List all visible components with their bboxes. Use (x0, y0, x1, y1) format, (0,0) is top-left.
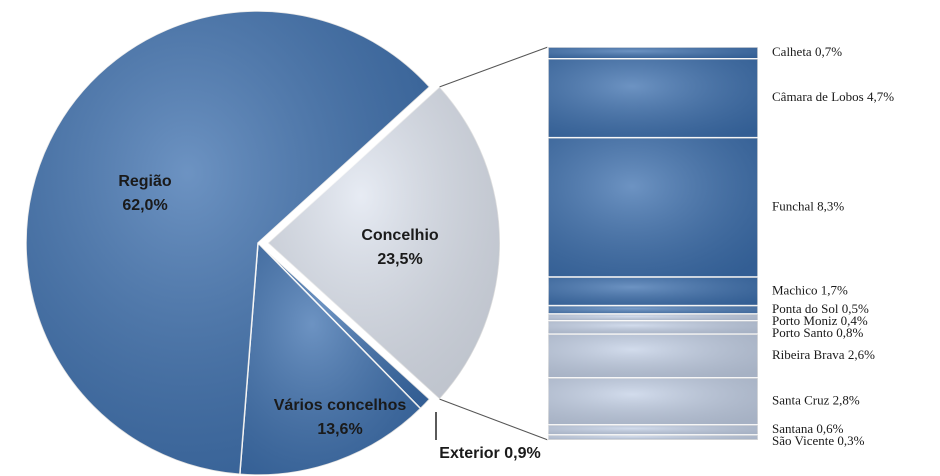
category-name: Calheta (772, 44, 812, 59)
value-label: 2,6% (848, 347, 875, 362)
value-label: 4,7% (867, 89, 894, 104)
bar-label: Ponta do Sol 0,5% (772, 301, 869, 316)
bar-segment (547, 46, 759, 60)
bar-label: São Vicente 0,3% (772, 433, 865, 448)
category-name: Santa Cruz (772, 392, 830, 407)
category-name: Vários concelhos (274, 397, 407, 414)
category-name: Ribeira Brava (772, 347, 845, 362)
bar-segment (547, 333, 759, 379)
value-label: 0,6% (816, 421, 843, 436)
bar-label: Calheta 0,7% (772, 44, 842, 59)
category-name: Porto Moniz (772, 313, 838, 328)
category-name: Ponta do Sol (772, 301, 839, 316)
category-name: Exterior (439, 445, 499, 462)
bar-segment (547, 136, 759, 278)
bar-segment (547, 58, 759, 139)
value-label: 0,4% (841, 313, 868, 328)
bar-label: Porto Moniz 0,4% (772, 313, 868, 328)
bar-segment (547, 320, 759, 335)
bar-segment (547, 313, 759, 322)
value-label: 0,8% (836, 325, 863, 340)
bar-label: Ribeira Brava 2,6% (772, 347, 875, 362)
category-name: Região (118, 173, 172, 190)
bar-segment (547, 434, 759, 441)
plot: Concelhio 23,5% Exterior 0,9% Vários concel… (25, 10, 894, 476)
bar-segment (547, 424, 759, 436)
pie-label: Região 62,0% (118, 173, 172, 214)
connector (439, 398, 549, 441)
bar-segment (547, 377, 759, 426)
value-label: 0,5% (842, 301, 869, 316)
value-label: 0,9% (504, 445, 540, 462)
category-name: Câmara de Lobos (772, 89, 864, 104)
bar-label: Santa Cruz 2,8% (772, 392, 860, 407)
bar-label: Machico 1,7% (772, 282, 848, 297)
category-name: Concelhio (361, 227, 439, 244)
pie-label: Exterior 0,9% (439, 445, 540, 462)
value-label: 8,3% (817, 198, 844, 213)
bar-label: Santana 0,6% (772, 421, 844, 436)
bar-label: Câmara de Lobos 4,7% (772, 89, 894, 104)
value-label: 62,0% (122, 197, 167, 214)
value-label: 0,3% (837, 433, 864, 448)
category-name: Funchal (772, 198, 814, 213)
value-label: 13,6% (317, 421, 362, 438)
value-label: 23,5% (377, 251, 422, 268)
value-label: 0,7% (815, 44, 842, 59)
value-label: 1,7% (821, 282, 848, 297)
category-name: Porto Santo (772, 325, 833, 340)
bar-label: Porto Santo 0,8% (772, 325, 864, 340)
category-name: São Vicente (772, 433, 834, 448)
bar-segment (547, 276, 759, 307)
category-name: Machico (772, 282, 817, 297)
connector (439, 46, 549, 88)
bar-segment (547, 304, 759, 315)
category-name: Santana (772, 421, 813, 436)
value-label: 2,8% (833, 392, 860, 407)
bar-label: Funchal 8,3% (772, 198, 844, 213)
